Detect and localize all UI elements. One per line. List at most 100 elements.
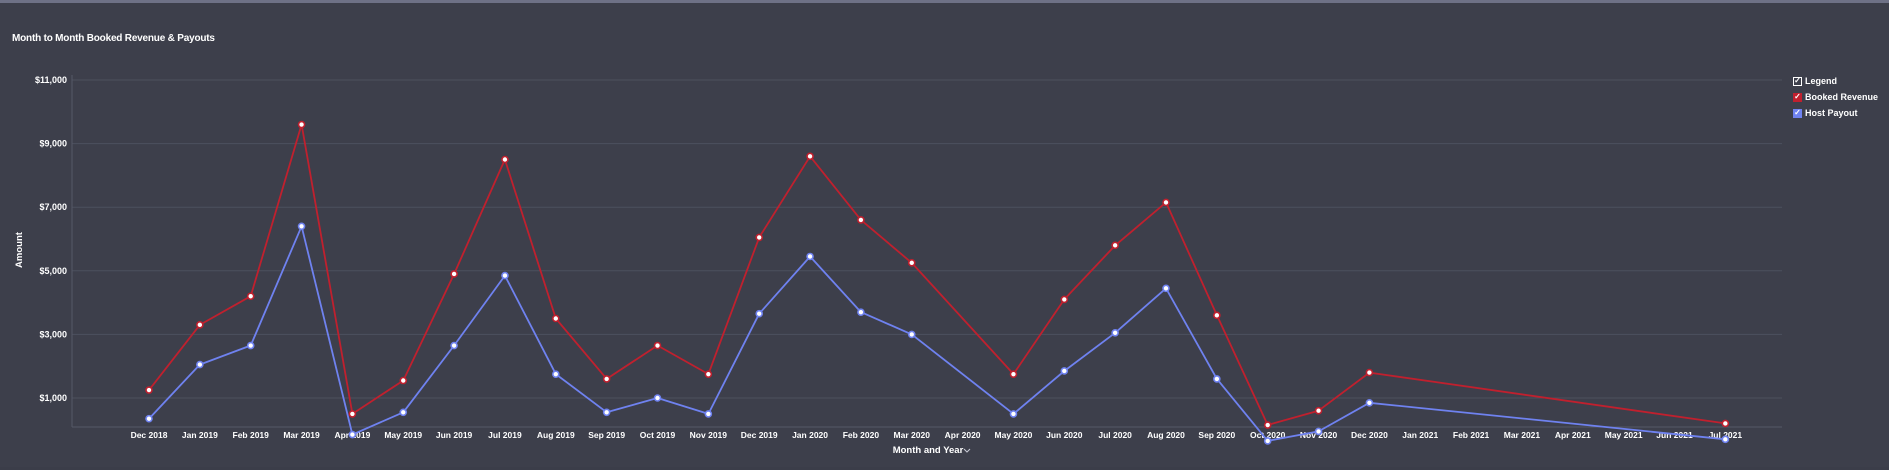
data-point-host-payout [1009,410,1018,418]
data-point-booked-revenue [1060,295,1069,304]
x-tick-label: Jul 2021 [1709,430,1743,440]
checkbox-icon[interactable]: ✓ [1793,76,1802,86]
x-tick-label: Nov 2019 [690,430,728,440]
x-tick-label: Feb 2020 [843,430,880,440]
x-tick-label: Aug 2020 [1147,430,1185,440]
x-tick-label: Sep 2019 [588,430,625,440]
data-point-host-payout [246,341,255,350]
x-tick-label: Jan 2021 [1402,430,1438,440]
x-tick-label: Jan 2020 [792,430,828,440]
x-tick-label: Dec 2019 [741,430,778,440]
data-point-host-payout [806,252,814,261]
x-tick-label: Mar 2021 [1504,430,1541,440]
x-axis-title: Month and Year [893,445,964,456]
x-tick-label: Jun 2020 [1046,430,1083,440]
y-tick-label: $1,000 [39,393,67,403]
legend-header: Legend [1805,76,1838,86]
data-point-host-payout [1365,398,1374,407]
x-tick-label: Oct 2020 [1250,430,1286,440]
data-point-booked-revenue [704,370,713,378]
y-tick-label: $7,000 [39,202,67,212]
data-point-host-payout [755,309,764,318]
y-tick-label: $3,000 [39,329,67,339]
data-point-host-payout [907,330,916,339]
data-point-host-payout [857,308,865,316]
data-point-host-payout [602,408,611,417]
x-tick-label: Dec 2020 [1351,430,1388,440]
data-point-booked-revenue [551,314,560,323]
data-point-host-payout [501,271,509,280]
data-point-host-payout [297,222,306,231]
data-point-booked-revenue [145,386,153,394]
data-point-booked-revenue [1213,311,1221,320]
data-point-booked-revenue [297,120,306,129]
data-point-host-payout [196,360,204,369]
data-point-host-payout [704,410,713,418]
data-point-booked-revenue [857,216,865,224]
data-point-booked-revenue [501,155,509,164]
x-tick-label: Jul 2019 [488,430,522,440]
x-tick-label: Dec 2018 [131,430,168,440]
data-point-host-payout [1111,329,1119,337]
data-point-booked-revenue [1365,368,1374,377]
y-tick-label: $5,000 [39,266,67,276]
data-point-booked-revenue [1263,421,1272,429]
x-tick-label: Jul 2020 [1098,430,1132,440]
data-point-host-payout [348,430,357,439]
data-point-booked-revenue [450,270,458,278]
x-tick-label: Jun 2019 [436,430,473,440]
data-point-booked-revenue [1009,370,1018,378]
data-point-booked-revenue [1314,406,1323,415]
data-point-host-payout [145,414,153,423]
x-tick-label: Aug 2019 [537,430,575,440]
data-point-host-payout [653,394,662,402]
legend-item-host-payout[interactable]: ✓ Host Payout [1793,105,1878,121]
x-tick-label: Feb 2019 [233,430,270,440]
checkbox-checked-icon[interactable]: ✓ [1793,108,1802,118]
x-tick-label: Apr 2021 [1555,430,1591,440]
x-tick-label: May 2019 [384,430,422,440]
series-line-host-payout [148,225,1726,442]
data-point-booked-revenue [1162,198,1170,207]
legend-toggle-all[interactable]: ✓ Legend [1793,73,1878,89]
x-tick-label: Sep 2020 [1198,430,1235,440]
legend: ✓ Legend ✓ Booked Revenue ✓ Host Payout [1793,73,1878,121]
data-point-booked-revenue [246,292,255,301]
x-tick-label: Jun 2021 [1656,430,1693,440]
chart-title: Month to Month Booked Revenue & Payouts [12,33,215,44]
x-tick-label: Mar 2020 [894,430,931,440]
data-point-host-payout [1263,437,1272,445]
x-tick-label: May 2020 [995,430,1033,440]
series-line-booked-revenue [148,123,1726,426]
data-point-booked-revenue [196,321,204,329]
x-tick-label: Jan 2019 [182,430,218,440]
data-point-host-payout [1721,435,1730,444]
x-tick-label: May 2021 [1605,430,1643,440]
data-point-host-payout [1213,375,1221,383]
data-point-host-payout [1314,427,1323,436]
data-point-booked-revenue [1111,241,1119,250]
data-point-booked-revenue [399,376,408,385]
x-tick-label: Feb 2021 [1453,430,1490,440]
checkbox-checked-icon[interactable]: ✓ [1793,92,1802,102]
y-tick-label: $11,000 [35,75,67,85]
chevron-down-icon [963,448,971,453]
data-point-booked-revenue [1721,419,1730,428]
data-point-booked-revenue [755,233,764,242]
y-tick-label: $9,000 [39,139,67,149]
x-tick-label: Oct 2019 [640,430,676,440]
data-point-host-payout [1060,367,1069,375]
legend-item-booked-revenue[interactable]: ✓ Booked Revenue [1793,89,1878,105]
x-tick-label: Mar 2019 [283,430,320,440]
data-point-booked-revenue [653,341,662,350]
data-point-booked-revenue [602,375,611,383]
data-point-host-payout [399,408,408,417]
line-chart: $1,000 $3,000 $5,000 $7,000 $9,000 $11,000 Dec… [14,75,1782,456]
legend-label-booked-revenue: Booked Revenue [1805,92,1879,102]
y-axis-title: Amount [14,231,25,268]
data-point-booked-revenue [907,259,916,267]
data-point-host-payout [551,370,560,378]
legend-label-host-payout: Host Payout [1805,108,1858,118]
data-point-booked-revenue [806,152,814,161]
